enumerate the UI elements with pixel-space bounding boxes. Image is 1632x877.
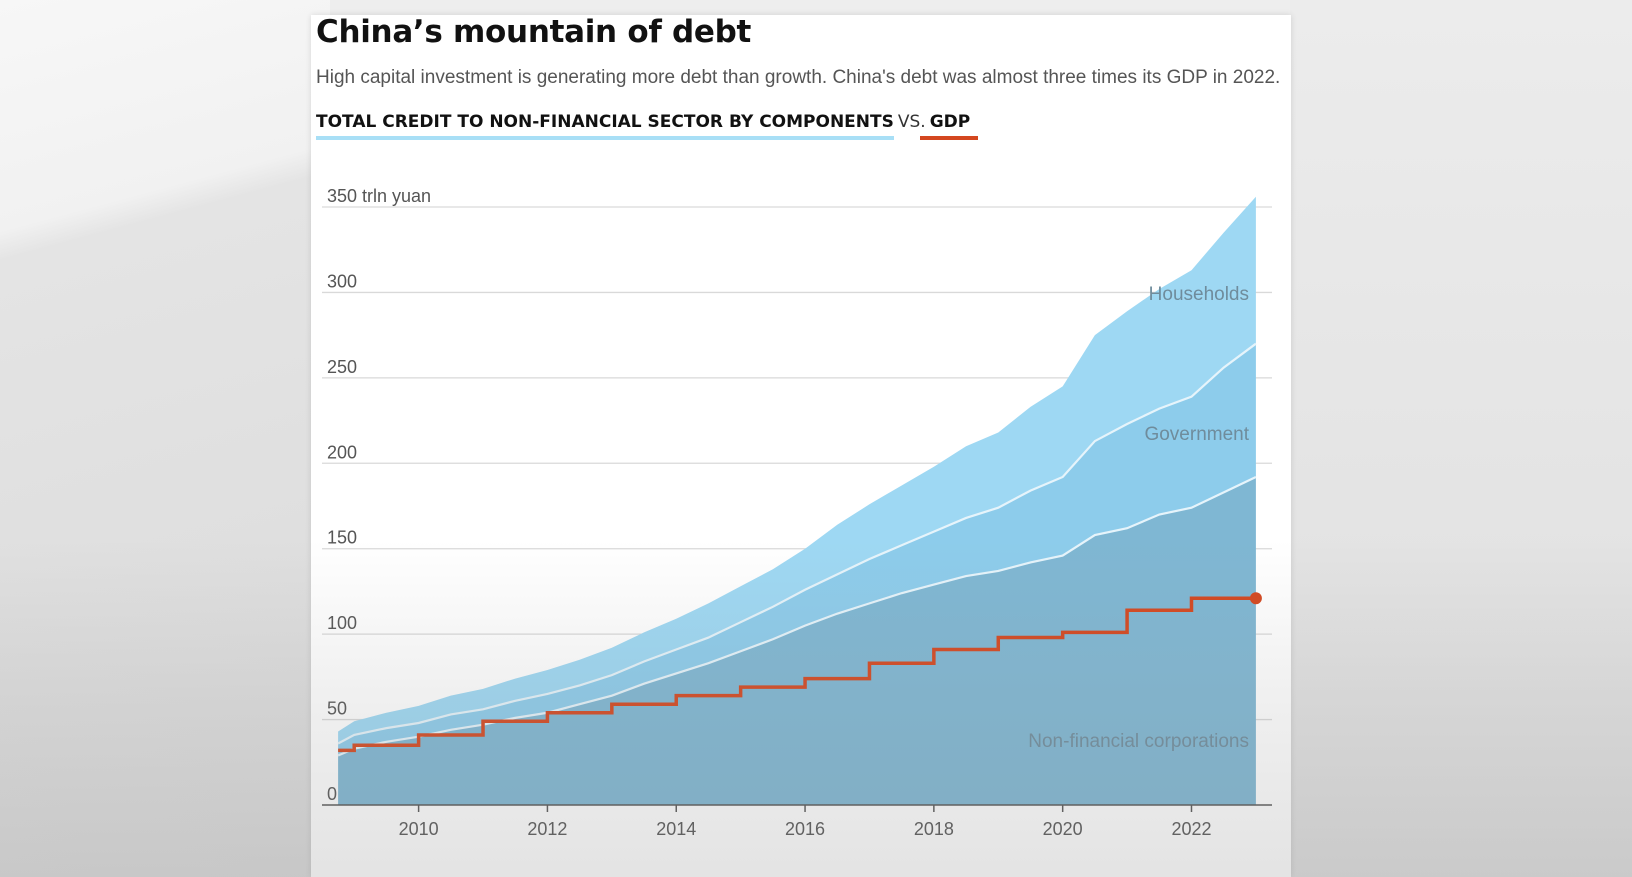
x-tick-label-2018: 2018	[914, 819, 954, 839]
x-tick-label-2022: 2022	[1171, 819, 1211, 839]
legend-gdp: GDP	[919, 112, 979, 140]
legend-gdp-swatch	[919, 136, 979, 140]
y-tick-label-150: 150	[327, 528, 357, 548]
y-tick-label-350: 350 trln yuan	[327, 186, 431, 206]
area-series-0	[338, 476, 1256, 805]
series-boundary-0	[337, 475, 1257, 757]
y-tick-label-250: 250	[327, 357, 357, 377]
legend-vs: VS.	[897, 112, 926, 132]
gdp-line	[338, 596, 1256, 753]
x-tick-label-2012: 2012	[527, 819, 567, 839]
area-label-government: Government	[1144, 424, 1249, 445]
legend-credit-label: TOTAL CREDIT TO NON-FINANCIAL SECTOR BY …	[316, 112, 894, 132]
background-left	[0, 0, 330, 877]
x-tick-label-2010: 2010	[399, 819, 439, 839]
gdp-endpoint-marker	[1249, 592, 1262, 605]
background-right	[1290, 0, 1632, 877]
chart-subtitle: High capital investment is generating mo…	[316, 67, 1281, 88]
legend: TOTAL CREDIT TO NON-FINANCIAL SECTOR BY …	[316, 112, 979, 140]
y-tick-label-200: 200	[327, 442, 357, 462]
y-tick-label-300: 300	[327, 271, 357, 291]
x-tick-label-2020: 2020	[1043, 819, 1083, 839]
y-tick-label-50: 50	[327, 699, 347, 719]
y-tick-label-100: 100	[327, 613, 357, 633]
x-tick-label-2014: 2014	[656, 819, 696, 839]
legend-credit-swatch	[316, 136, 894, 140]
y-tick-label-0: 0	[327, 784, 337, 804]
series-boundary-1	[337, 342, 1257, 745]
legend-gdp-label: GDP	[929, 112, 971, 132]
x-tick-label-2016: 2016	[785, 819, 825, 839]
legend-credit: TOTAL CREDIT TO NON-FINANCIAL SECTOR BY …	[316, 112, 894, 140]
chart-title: China’s mountain of debt	[316, 14, 752, 50]
area-label-households: Households	[1149, 284, 1249, 305]
area-label-corporations: Non-financial corporations	[1028, 731, 1249, 752]
